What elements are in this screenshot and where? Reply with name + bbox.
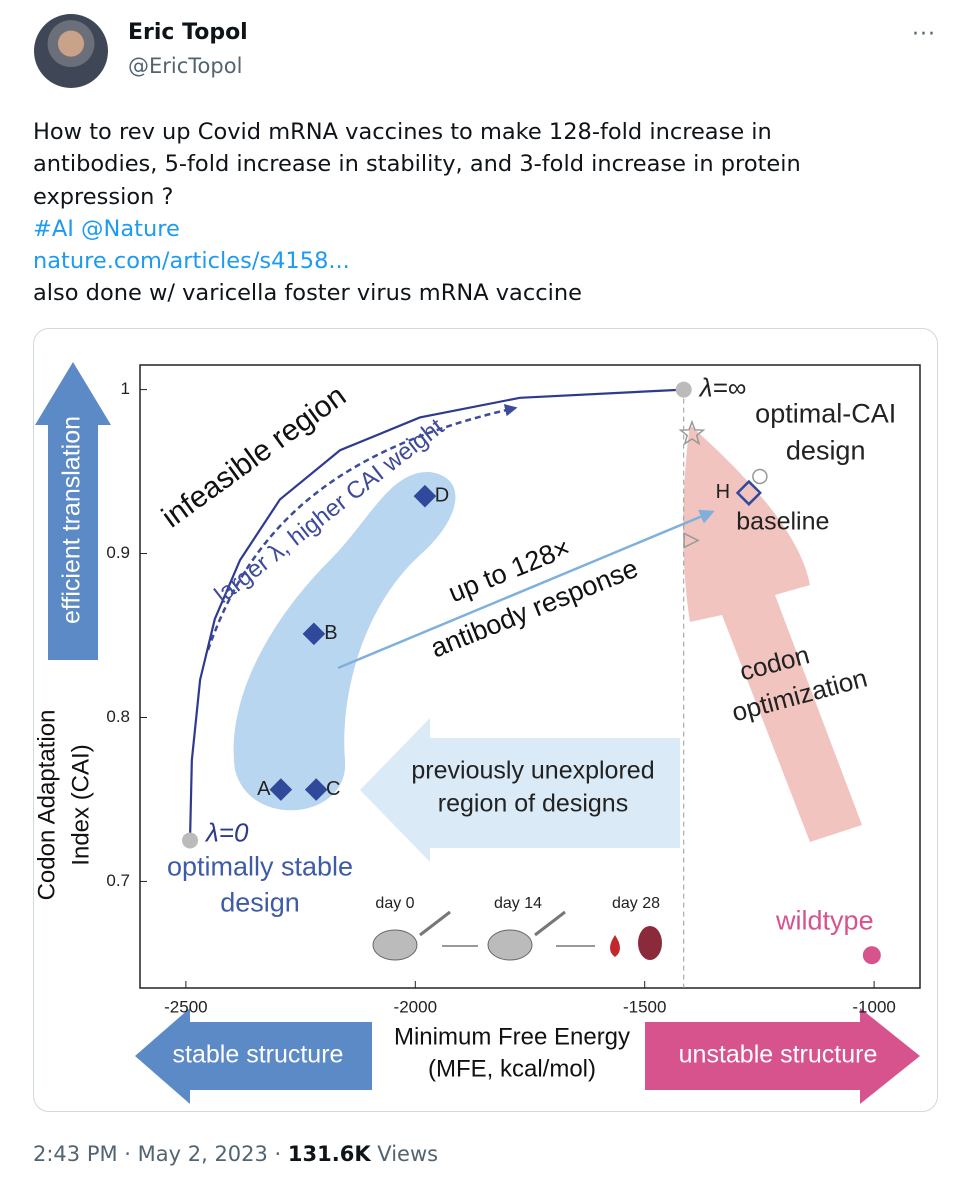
baseline-label: baseline	[736, 507, 829, 535]
more-button[interactable]: ···	[912, 22, 936, 47]
axis-label: Minimum Free Energy	[394, 1023, 630, 1050]
point-label: B	[324, 622, 337, 644]
lambda-inf-point	[675, 381, 692, 398]
timestamp[interactable]: 2:43 PM · May 2, 2023 ·	[33, 1142, 288, 1166]
stable-arrow	[135, 1008, 372, 1104]
text-line: expression ?	[33, 183, 174, 210]
design-point	[304, 778, 328, 801]
day-label: day 28	[612, 895, 660, 912]
baseline-point	[735, 479, 762, 506]
wildtype-point	[862, 946, 881, 965]
axis-label: Index (CAI)	[67, 744, 94, 865]
text-line: antibodies, 5-fold increase in stability…	[33, 151, 801, 178]
design-region	[233, 471, 456, 811]
views-label: Views	[370, 1142, 439, 1166]
annotation: region of designs	[438, 790, 628, 818]
day-label: day 0	[375, 895, 414, 912]
pareto-frontier	[188, 388, 684, 841]
translation-arrow	[35, 362, 111, 660]
other-point	[678, 419, 706, 446]
author-name[interactable]: Eric Topol	[128, 20, 248, 45]
y-tick-label: 0.9	[106, 543, 130, 562]
point-label: H	[716, 481, 730, 503]
x-tick-label: -1500	[623, 997, 666, 1016]
link[interactable]: nature.com/articles/s4158...	[33, 248, 350, 275]
design-point	[413, 484, 437, 508]
annotation: previously unexplored	[411, 757, 654, 785]
unexplored-arrow	[360, 718, 680, 862]
axis-label: (MFE, kcal/mol)	[428, 1055, 596, 1082]
tweet-meta: 2:43 PM · May 2, 2023 · 131.6K Views	[33, 1142, 438, 1166]
wildtype-label: wildtype	[775, 905, 874, 935]
other-point	[752, 468, 768, 485]
point-label: A	[257, 778, 271, 800]
views-count: 131.6K	[287, 1142, 371, 1166]
arrow-label: unstable structure	[679, 1041, 878, 1069]
x-tick-label: -2500	[164, 997, 207, 1016]
mention[interactable]: @Nature	[81, 215, 180, 242]
lambda0-text: design	[220, 888, 300, 918]
text-line: also done w/ varicella foster virus mRNA…	[33, 280, 582, 307]
lambda-arrow	[206, 404, 518, 651]
arrow-label: efficient translation	[58, 416, 86, 624]
author-handle[interactable]: @EricTopol	[128, 54, 243, 78]
hashtag[interactable]: #AI	[33, 215, 74, 242]
arrow-label: stable structure	[173, 1041, 344, 1069]
y-tick-label: 0.7	[106, 871, 130, 890]
image-card[interactable]	[33, 328, 938, 1112]
day-label: day 14	[494, 895, 542, 912]
lambda0-text: optimally stable	[167, 852, 353, 882]
x-tick-label: -2000	[394, 997, 437, 1016]
tags: #AI @Nature	[33, 213, 801, 245]
text-line: How to rev up Covid mRNA vaccines to mak…	[33, 119, 772, 145]
x-tick-label: -1000	[852, 997, 895, 1016]
lambda-label: λ=0	[204, 817, 249, 847]
point-label: D	[435, 484, 449, 506]
lambda-inf-text: design	[786, 436, 866, 466]
mice-timeline	[372, 910, 662, 961]
design-point	[269, 778, 293, 801]
y-tick-label: 0.8	[106, 707, 130, 726]
lambda-inf-text: optimal-CAI	[755, 399, 896, 429]
point-label: C	[326, 778, 340, 800]
lambda0-point	[182, 832, 199, 849]
response-arrow	[337, 509, 715, 670]
optimization-arrow	[683, 425, 862, 842]
y-tick-label: 1	[121, 379, 130, 398]
design-point	[302, 622, 326, 646]
avatar[interactable]	[34, 14, 108, 88]
axis-label: Codon Adaptation	[33, 710, 60, 901]
other-point	[683, 532, 700, 549]
plot-frame	[139, 364, 921, 989]
unstable-arrow	[645, 1008, 920, 1104]
lambda-label: λ=∞	[698, 372, 747, 402]
tweet-text: How to rev up Covid mRNA vaccines to mak…	[33, 116, 801, 310]
